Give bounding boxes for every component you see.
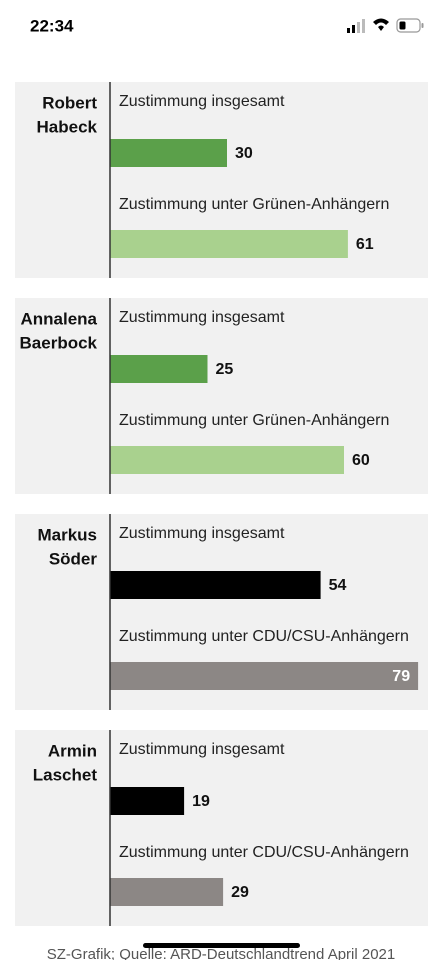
bar — [110, 355, 208, 383]
series-label: Zustimmung insgesamt — [119, 525, 285, 542]
panel-title: Söder — [49, 549, 98, 568]
value-label: 29 — [231, 884, 249, 901]
panel-title: Armin — [48, 741, 97, 760]
value-label: 19 — [192, 793, 210, 810]
bar — [110, 787, 185, 815]
panel-title: Markus — [37, 525, 97, 544]
series-label: Zustimmung insgesamt — [119, 93, 285, 110]
bar — [110, 230, 348, 258]
series-label: Zustimmung unter Grünen-Anhängern — [119, 196, 389, 213]
value-label: 60 — [352, 452, 370, 469]
bar — [110, 139, 227, 167]
series-label: Zustimmung insgesamt — [119, 741, 285, 758]
panel-title: Baerbock — [20, 333, 98, 352]
bar — [110, 571, 321, 599]
status-time: 22:34 — [30, 16, 74, 35]
bar — [110, 446, 344, 474]
panel-title: Annalena — [20, 309, 97, 328]
status-icons — [347, 18, 424, 33]
series-label: Zustimmung unter CDU/CSU-Anhängern — [119, 628, 409, 645]
panel-title: Robert — [42, 93, 97, 112]
value-label: 79 — [392, 668, 410, 685]
value-label: 30 — [235, 145, 253, 162]
bar — [110, 662, 419, 690]
source-note: SZ-Grafik; Quelle: ARD-Deutschlandtrend … — [47, 946, 396, 960]
series-label: Zustimmung unter Grünen-Anhängern — [119, 412, 389, 429]
value-label: 54 — [329, 577, 347, 594]
panel-title: Habeck — [37, 117, 98, 136]
series-label: Zustimmung unter CDU/CSU-Anhängern — [119, 844, 409, 861]
panel-title: Laschet — [33, 765, 98, 784]
value-label: 61 — [356, 236, 374, 253]
home-indicator — [143, 943, 300, 948]
bar — [110, 878, 224, 906]
value-label: 25 — [216, 361, 234, 378]
series-label: Zustimmung insgesamt — [119, 309, 285, 326]
